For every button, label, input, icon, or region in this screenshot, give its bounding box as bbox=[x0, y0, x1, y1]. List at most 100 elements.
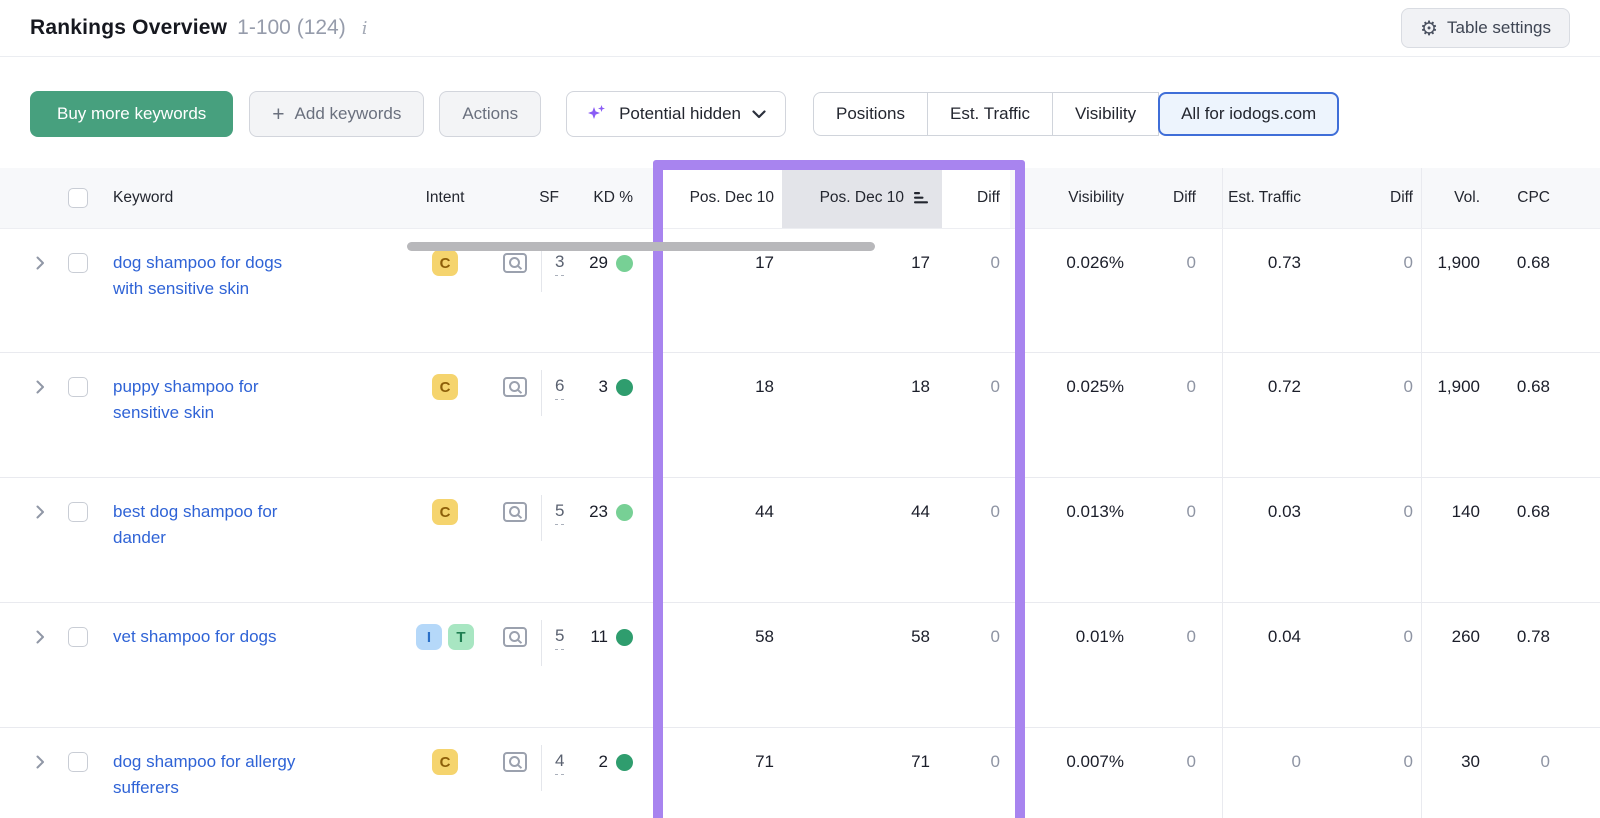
cell-cpc: 0.68 bbox=[1516, 377, 1550, 396]
cell-keyword: best dog shampoo for dander bbox=[0, 478, 410, 602]
cell-diff-pos: 0 bbox=[990, 627, 1000, 646]
cell-cpc: 0.68 bbox=[1516, 502, 1550, 521]
column-header-cpc[interactable]: CPC bbox=[1517, 189, 1550, 206]
keyword-link[interactable]: dog shampoo for allergy sufferers bbox=[113, 752, 296, 797]
cell-keyword: dog shampoo for dogs with sensitive skin bbox=[0, 229, 410, 352]
row-checkbox[interactable] bbox=[68, 502, 88, 522]
cell-serp-features: 5 bbox=[480, 603, 575, 727]
cell-diff-pos: 0 bbox=[990, 253, 1000, 272]
header-cell-volume: Vol. bbox=[1421, 168, 1490, 228]
cell-volume: 1,900 bbox=[1421, 353, 1490, 477]
select-all-checkbox[interactable] bbox=[68, 188, 88, 208]
cell-diff-traffic: 0 bbox=[1403, 752, 1413, 771]
kd-value: 29 bbox=[589, 253, 608, 272]
row-checkbox[interactable] bbox=[68, 752, 88, 772]
expand-row-button[interactable] bbox=[36, 749, 56, 769]
column-header-est-traffic[interactable]: Est. Traffic bbox=[1228, 189, 1301, 206]
serp-features-icon[interactable] bbox=[502, 625, 528, 649]
row-checkbox[interactable] bbox=[68, 253, 88, 273]
serp-features-icon[interactable] bbox=[502, 251, 528, 275]
header-cell-kd: KD % bbox=[575, 168, 655, 228]
column-header-sf[interactable]: SF bbox=[539, 189, 559, 206]
cell-kd: 3 bbox=[575, 353, 655, 477]
cell-serp-features: 5 bbox=[480, 478, 575, 602]
actions-button[interactable]: Actions bbox=[439, 91, 542, 137]
info-icon[interactable]: i bbox=[361, 18, 368, 39]
cell-est-traffic: 0.03 bbox=[1222, 478, 1315, 602]
column-header-diff-pos[interactable]: Diff bbox=[977, 189, 1000, 206]
column-header-diff-visibility[interactable]: Diff bbox=[1173, 189, 1196, 206]
sf-count[interactable]: 4 bbox=[555, 749, 565, 775]
intent-badge-commercial: C bbox=[432, 499, 458, 525]
keyword-link[interactable]: dog shampoo for dogs with sensitive skin bbox=[113, 253, 283, 298]
table-row: dog shampoo for allergy sufferers C 4 2 71 71… bbox=[0, 728, 1600, 818]
cell-pos-dec10-a: 44 bbox=[755, 502, 774, 521]
cell-keyword: dog shampoo for allergy sufferers bbox=[0, 728, 410, 818]
view-tab-all-for-iodogs-com[interactable]: All for iodogs.com bbox=[1158, 92, 1340, 136]
table-row: best dog shampoo for dander C 5 23 44 44 0 0.01… bbox=[0, 478, 1600, 603]
column-header-pos-dec10-a[interactable]: Pos. Dec 10 bbox=[689, 189, 774, 206]
sparkles-icon bbox=[588, 105, 606, 119]
gear-icon: ⚙ bbox=[1420, 16, 1439, 40]
column-header-volume[interactable]: Vol. bbox=[1454, 189, 1480, 206]
cell-est-traffic: 0.73 bbox=[1222, 229, 1315, 352]
view-tab-visibility[interactable]: Visibility bbox=[1052, 92, 1160, 136]
cell-pad bbox=[1565, 229, 1600, 352]
cell-pad bbox=[1565, 728, 1600, 818]
view-tab-positions[interactable]: Positions bbox=[813, 92, 928, 136]
cell-pos-dec10-a: 71 bbox=[755, 752, 774, 771]
cell-diff-pos: 0 bbox=[990, 377, 1000, 396]
cell-intent: C bbox=[410, 728, 480, 818]
column-header-diff-traffic[interactable]: Diff bbox=[1390, 189, 1413, 206]
expand-row-button[interactable] bbox=[36, 499, 56, 519]
buy-more-keywords-button[interactable]: Buy more keywords bbox=[30, 91, 234, 137]
title-group: Rankings Overview 1-100 (124) i bbox=[30, 16, 1401, 40]
intent-badge-informational: I bbox=[416, 624, 442, 650]
cell-pad bbox=[1565, 603, 1600, 727]
sf-count[interactable]: 5 bbox=[555, 499, 565, 525]
add-keywords-button[interactable]: + Add keywords bbox=[249, 91, 425, 137]
cell-keyword: vet shampoo for dogs bbox=[0, 603, 410, 727]
cell-serp-features: 3 bbox=[480, 229, 575, 352]
cell-visibility: 0.026% bbox=[1066, 253, 1124, 272]
table-body: dog shampoo for dogs with sensitive skin… bbox=[0, 228, 1600, 818]
sf-count[interactable]: 6 bbox=[555, 374, 565, 400]
cell-diff-traffic: 0 bbox=[1403, 627, 1413, 646]
horizontal-scrollbar-thumb[interactable] bbox=[407, 242, 875, 251]
expand-row-button[interactable] bbox=[36, 624, 56, 644]
serp-features-icon[interactable] bbox=[502, 750, 528, 774]
header-cell-diff-pos: Diff bbox=[942, 168, 1010, 228]
column-header-keyword[interactable]: Keyword bbox=[113, 189, 174, 206]
column-header-kd[interactable]: KD % bbox=[593, 189, 633, 206]
header-cell-keyword: Keyword bbox=[0, 168, 410, 228]
expand-row-button[interactable] bbox=[36, 374, 56, 394]
sf-count[interactable]: 3 bbox=[555, 250, 565, 276]
sf-count[interactable]: 5 bbox=[555, 624, 565, 650]
divider bbox=[541, 370, 542, 416]
keyword-link[interactable]: puppy shampoo for sensitive skin bbox=[113, 377, 259, 422]
column-header-visibility[interactable]: Visibility bbox=[1068, 189, 1124, 206]
row-checkbox[interactable] bbox=[68, 627, 88, 647]
column-header-pos-dec10-b[interactable]: Pos. Dec 10 bbox=[819, 189, 904, 206]
serp-features-icon[interactable] bbox=[502, 500, 528, 524]
cell-kd: 23 bbox=[575, 478, 655, 602]
serp-features-icon[interactable] bbox=[502, 375, 528, 399]
column-header-intent[interactable]: Intent bbox=[425, 189, 465, 206]
view-tab-est-traffic[interactable]: Est. Traffic bbox=[927, 92, 1053, 136]
kd-value: 3 bbox=[598, 377, 608, 396]
cell-pos-dec10-b: 71 bbox=[911, 752, 930, 771]
kd-difficulty-dot bbox=[616, 504, 633, 521]
intent-badge-transactional: T bbox=[448, 624, 474, 650]
intent-badge-commercial: C bbox=[432, 374, 458, 400]
expand-row-button[interactable] bbox=[36, 250, 56, 270]
table-settings-button[interactable]: ⚙ Table settings bbox=[1401, 8, 1570, 48]
row-checkbox[interactable] bbox=[68, 377, 88, 397]
cell-est-traffic: 0.04 bbox=[1222, 603, 1315, 727]
cell-serp-features: 6 bbox=[480, 353, 575, 477]
potential-filter-dropdown[interactable]: Potential hidden bbox=[566, 91, 787, 137]
cell-cpc: 0.78 bbox=[1516, 627, 1550, 646]
cell-est-traffic: 0 bbox=[1222, 728, 1315, 818]
keyword-link[interactable]: vet shampoo for dogs bbox=[113, 627, 277, 646]
keyword-link[interactable]: best dog shampoo for dander bbox=[113, 502, 278, 547]
cell-intent: C bbox=[410, 229, 480, 352]
